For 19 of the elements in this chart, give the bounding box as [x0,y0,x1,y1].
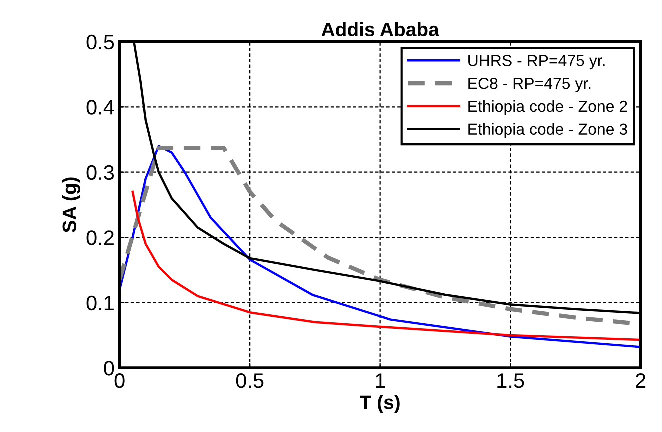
y-tick-label: 0.4 [86,100,114,115]
legend-label: UHRS - RP=475 yr. [468,55,605,70]
legend-label: Ethiopia code - Zone 2 [468,100,628,116]
x-tick-label: 2 [636,373,646,388]
y-tick-label: 0.2 [86,230,114,246]
y-tick-label: 0.1 [86,296,114,311]
legend-label: Ethiopia code - Zone 3 [468,123,628,138]
y-tick-label: 0.5 [86,34,114,50]
x-tick-label: 1 [376,374,386,388]
chart-title: Addis Ababa [322,22,440,37]
y-tick-label: 0.3 [86,165,114,180]
x-tick-label: 1.5 [498,374,524,388]
y-tick-label: 0 [104,361,114,376]
y-axis-title: SA (g) [62,178,80,233]
x-axis-title: T (s) [360,395,400,414]
legend-label: EC8 - RP=475 yr. [468,78,591,92]
x-tick-label: 0.5 [236,373,264,388]
line-series [132,190,641,342]
x-tick-label: 0 [114,373,125,388]
